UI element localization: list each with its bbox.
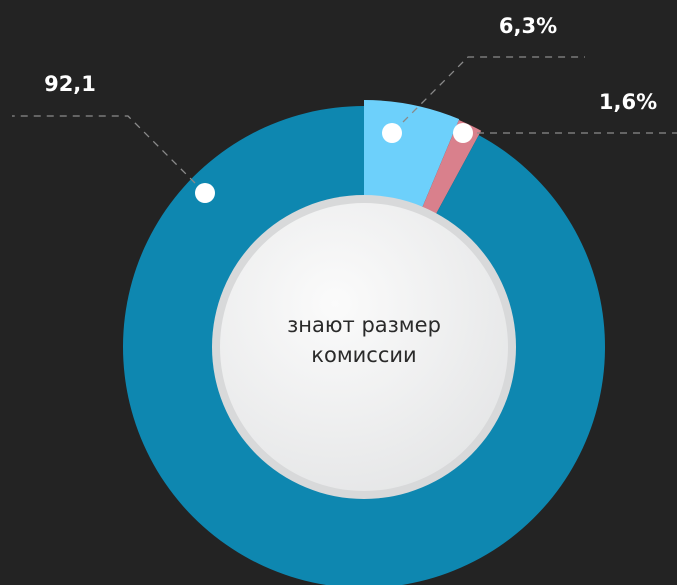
center-disc — [220, 203, 508, 491]
slice-dot — [195, 183, 215, 203]
donut-slice — [417, 120, 482, 226]
slice-dot — [382, 123, 402, 143]
leader-line — [402, 56, 585, 123]
leader-line — [12, 115, 196, 184]
value-label: 1,6% — [599, 90, 657, 114]
value-label: 92,1 — [44, 72, 96, 96]
donut-slice — [123, 106, 605, 585]
slice-dot — [453, 123, 473, 143]
center-label: знают размер комиссии — [287, 313, 441, 367]
value-label: 6,3% — [499, 14, 557, 38]
